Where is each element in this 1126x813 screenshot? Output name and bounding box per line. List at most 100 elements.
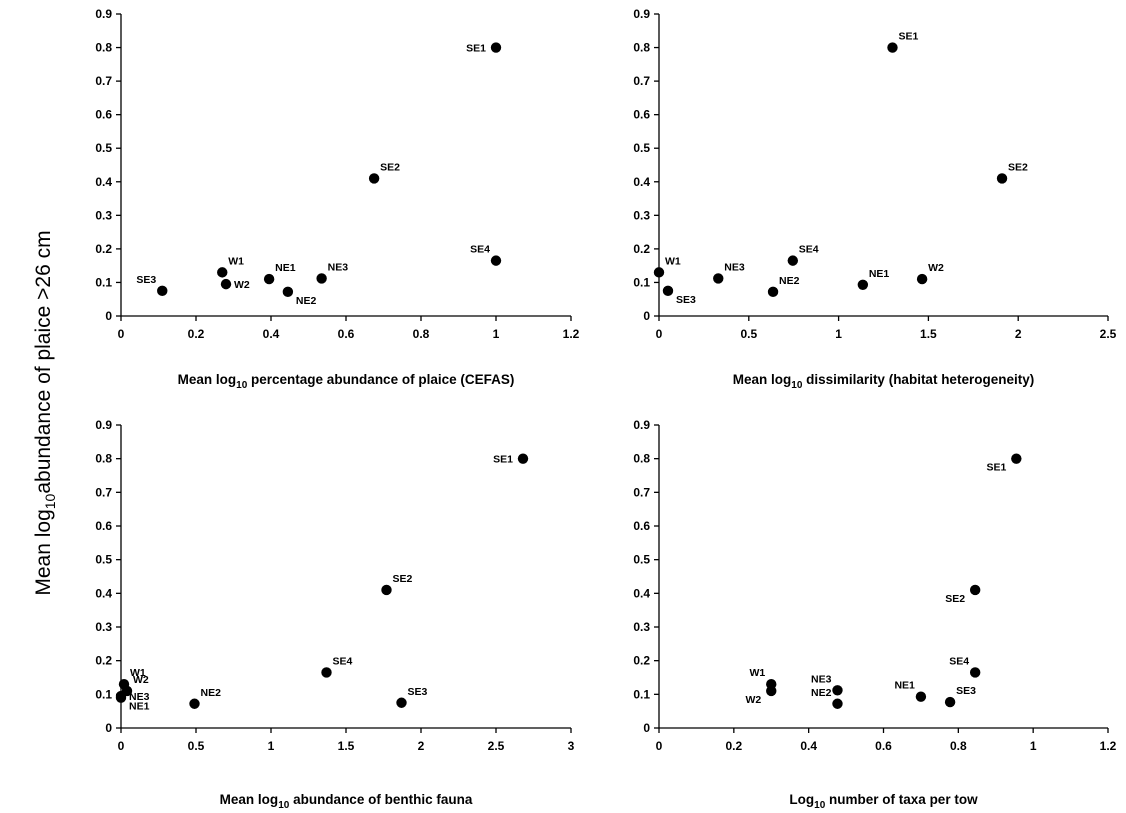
point-label-se3: SE3 — [408, 686, 428, 698]
scatter-panel-1: 0 0.1 0.2 0.3 0.4 0.5 0.6 0.7 0.8 0.9 0 0.2 0.4 0.6 0.… — [95, 7, 579, 391]
y-tick-label: 0.8 — [95, 41, 112, 55]
data-point-se1 — [887, 42, 898, 53]
data-point-ne3 — [713, 273, 724, 284]
y-tick-label: 0.8 — [95, 452, 112, 466]
data-point-se2 — [381, 584, 392, 596]
data-point-se4 — [490, 255, 502, 266]
data-point-w2 — [916, 273, 928, 285]
point-label-se4: SE4 — [470, 244, 490, 256]
data-point-ne2 — [832, 698, 843, 709]
scatter-panel-2: 0 0.1 0.2 0.3 0.4 0.5 0.6 0.7 0.8 0.9 0 0.5 1 1.5 2 2.5… — [633, 7, 1116, 391]
y-tick-label: 0.3 — [95, 208, 112, 222]
y-tick-label: 0.1 — [95, 275, 112, 289]
data-point-se2 — [969, 584, 981, 596]
x-tick-label: 1 — [493, 327, 500, 341]
x-tick-label: 1 — [835, 327, 842, 341]
data-point-ne1 — [263, 273, 275, 285]
x-tick-label: 0.6 — [875, 739, 892, 753]
x-title-sub: 10 — [814, 800, 826, 811]
x-tick-label: 3 — [568, 739, 575, 753]
point-label-ne1: NE1 — [869, 268, 890, 280]
point-label-ne3: NE3 — [328, 261, 349, 273]
x-title-sub: 10 — [278, 800, 290, 811]
y-tick-label: 0.7 — [633, 485, 650, 499]
x-title-pre: Mean log — [220, 792, 279, 807]
x-title-post: dissimilarity (habitat heterogeneity) — [802, 372, 1034, 387]
x-tick-label: 1.5 — [338, 739, 355, 753]
y-title-sub: 10 — [42, 493, 58, 509]
shared-y-axis-title: Mean log10abundance of plaice >26 cm — [32, 230, 58, 595]
x-title-pre: Mean log — [733, 372, 792, 387]
data-point-se1 — [490, 42, 502, 53]
data-point-se3 — [157, 285, 168, 297]
x-title-post: percentage abundance of plaice (CEFAS) — [247, 372, 514, 387]
data-point-ne2 — [767, 286, 779, 298]
scatter-panel-3: 0 0.1 0.2 0.3 0.4 0.5 0.6 0.7 0.8 0.9 0 0.5 1 1.5 2 2.5… — [95, 418, 574, 811]
x-tick-label: 0.4 — [800, 739, 817, 753]
data-point-w2 — [766, 685, 777, 697]
y-tick-label: 0 — [643, 309, 650, 323]
x-tick-label: 0 — [656, 739, 663, 753]
scatter-panel-4: 0 0.1 0.2 0.3 0.4 0.5 0.6 0.7 0.8 0.9 0 0.2 0.4 0.6 0.… — [633, 418, 1116, 811]
point-label-se1: SE1 — [898, 31, 918, 43]
point-label-se4: SE4 — [333, 655, 353, 667]
data-point-se4 — [969, 667, 981, 678]
point-label-w2: W2 — [928, 262, 944, 274]
y-tick-label: 0 — [105, 721, 112, 735]
point-label-w2: W2 — [234, 279, 250, 291]
point-label-se3: SE3 — [676, 294, 696, 306]
y-tick-label: 0.6 — [633, 108, 650, 122]
x-tick-label: 2.5 — [488, 739, 505, 753]
point-label-ne2: NE2 — [201, 687, 222, 699]
y-tick-label: 0.6 — [95, 519, 112, 533]
x-tick-label: 0 — [118, 739, 125, 753]
data-point-ne3 — [316, 273, 327, 284]
x-tick-label: 0.2 — [725, 739, 742, 753]
y-tick-label: 0.2 — [633, 242, 650, 256]
y-tick-label: 0.8 — [633, 452, 650, 466]
x-tick-label: 1.2 — [1100, 739, 1117, 753]
y-tick-label: 0.2 — [95, 242, 112, 256]
x-tick-label: 2 — [418, 739, 425, 753]
point-label-se2: SE2 — [945, 593, 965, 605]
point-label-w1: W1 — [750, 667, 766, 679]
y-tick-label: 0.3 — [95, 620, 112, 634]
y-tick-label: 0.6 — [95, 108, 112, 122]
data-point-w1 — [653, 267, 665, 278]
point-label-ne2: NE2 — [779, 275, 800, 287]
y-title-pre: Mean log — [32, 509, 55, 595]
point-label-ne3: NE3 — [811, 673, 832, 685]
point-label-se2: SE2 — [1008, 161, 1028, 173]
y-tick-label: 0 — [105, 309, 112, 323]
y-tick-label: 0.4 — [633, 175, 650, 189]
x-tick-label: 0.6 — [338, 327, 355, 341]
data-point-se2 — [368, 173, 380, 184]
y-tick-label: 0.9 — [633, 418, 650, 432]
point-label-ne2: NE2 — [296, 295, 317, 307]
y-tick-label: 0.4 — [95, 175, 112, 189]
point-label-se1: SE1 — [466, 43, 486, 55]
data-point-se1 — [1011, 453, 1022, 464]
data-point-se1 — [517, 453, 529, 464]
x-tick-label: 0.2 — [188, 327, 205, 341]
y-tick-label: 0.8 — [633, 41, 650, 55]
point-label-se3: SE3 — [956, 685, 976, 697]
point-label-w2: W2 — [133, 674, 149, 686]
x-tick-label: 0 — [118, 327, 125, 341]
y-tick-label: 0.7 — [633, 74, 650, 88]
y-tick-label: 0.9 — [95, 418, 112, 432]
x-tick-label: 2 — [1015, 327, 1022, 341]
y-tick-label: 0.3 — [633, 620, 650, 634]
x-tick-label: 1.2 — [563, 327, 580, 341]
y-tick-label: 0.3 — [633, 208, 650, 222]
data-point-w1 — [217, 267, 228, 278]
x-tick-label: 0.4 — [263, 327, 280, 341]
data-point-ne2 — [282, 286, 294, 298]
point-label-se3: SE3 — [136, 274, 156, 286]
point-label-se2: SE2 — [380, 161, 400, 173]
data-point-w2 — [220, 278, 232, 290]
y-tick-label: 0.9 — [95, 7, 112, 21]
x-axis-title: Mean log10 abundance of benthic fauna — [220, 792, 473, 811]
x-tick-label: 0.8 — [950, 739, 967, 753]
y-tick-label: 0.6 — [633, 519, 650, 533]
